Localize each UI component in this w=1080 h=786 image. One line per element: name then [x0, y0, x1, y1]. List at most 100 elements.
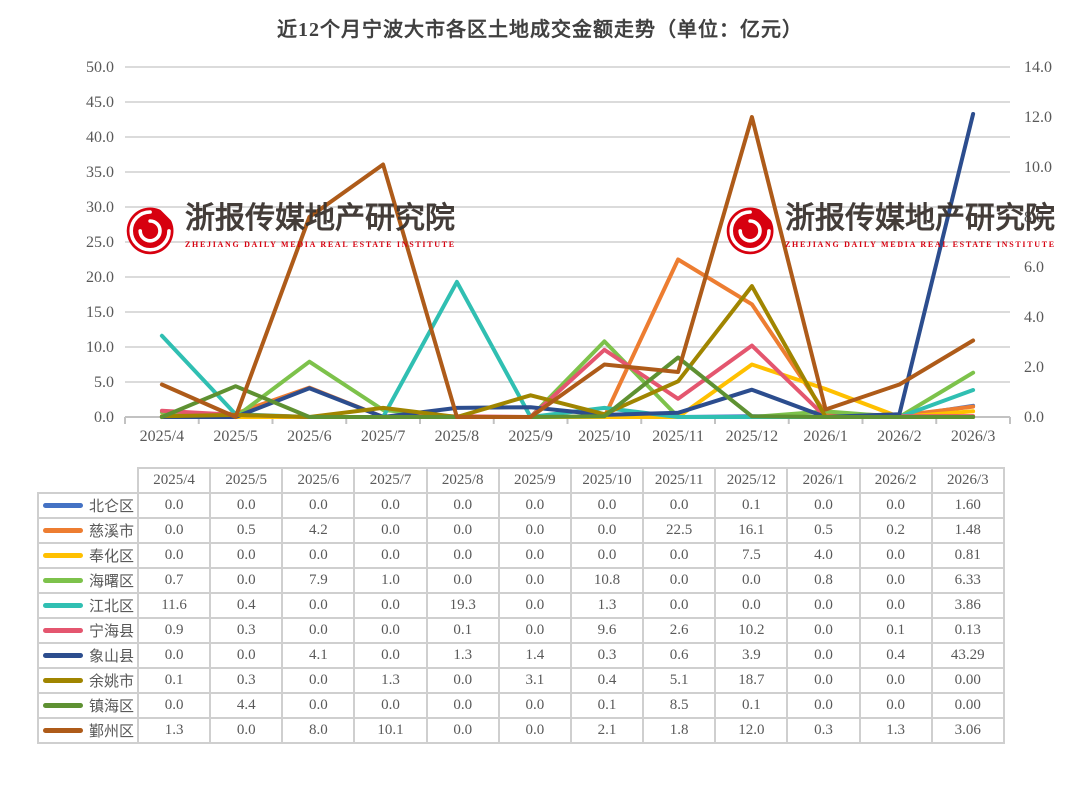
value-cell: 0.0 — [425, 567, 500, 594]
month-column-header: 2025/10 — [569, 467, 645, 494]
region-name: 海曙区 — [89, 574, 135, 590]
x-axis-category-label: 2025/7 — [361, 428, 405, 445]
series-color-swatch-icon — [43, 728, 83, 733]
value-cell: 0.0 — [642, 542, 717, 569]
region-name: 鄞州区 — [89, 724, 135, 740]
value-cell: 0.0 — [353, 517, 428, 544]
right-axis-tick-label: 0.0 — [1024, 409, 1044, 426]
left-axis-tick-label: 15.0 — [86, 304, 114, 321]
value-cell: 0.0 — [425, 542, 500, 569]
value-cell: 1.3 — [136, 717, 212, 744]
region-label-cell: 慈溪市 — [37, 517, 139, 544]
value-cell: 11.6 — [136, 592, 212, 619]
value-cell: 0.0 — [786, 592, 861, 619]
value-cell: 3.86 — [930, 592, 1005, 619]
watermark-cn-text: 浙报传媒地产研究院 — [785, 202, 1055, 235]
month-column-header: 2025/5 — [209, 467, 284, 494]
region-label-cell: 北仑区 — [37, 492, 139, 519]
left-axis-tick-label: 0.0 — [94, 409, 114, 426]
value-cell: 0.0 — [497, 517, 572, 544]
series-line-鄞州区 — [159, 115, 976, 419]
value-cell: 0.0 — [642, 567, 717, 594]
value-cell: 0.0 — [786, 642, 861, 669]
table-row: 鄞州区 1.3 0.0 8.0 10.1 0.0 0.0 2.1 1.8 12.0 0.3 1.3 3.… — [37, 717, 1005, 744]
right-axis-tick-label: 6.0 — [1024, 259, 1044, 276]
left-axis-tick-label: 5.0 — [94, 374, 114, 391]
month-column-header: 2026/3 — [930, 467, 1005, 494]
month-column-header: 2025/11 — [642, 467, 717, 494]
table-row: 奉化区 0.0 0.0 0.0 0.0 0.0 0.0 0.0 0.0 7.5 4.0 0.0 0.81 — [37, 542, 1005, 569]
value-cell: 0.0 — [497, 542, 572, 569]
left-axis-tick-label: 30.0 — [86, 199, 114, 216]
region-name: 镇海区 — [89, 699, 135, 715]
value-cell: 0.0 — [497, 692, 572, 719]
value-cell: 2.1 — [569, 717, 645, 744]
series-color-swatch-icon — [43, 628, 83, 633]
value-cell: 1.48 — [930, 517, 1005, 544]
watermark-text: 浙报传媒地产研究院 ZHEJIANG DAILY MEDIA REAL ESTA… — [785, 203, 1056, 249]
month-column-header: 2026/1 — [786, 467, 861, 494]
value-cell: 0.1 — [136, 667, 212, 694]
table-row: 慈溪市 0.0 0.5 4.2 0.0 0.0 0.0 0.0 22.5 16.1 0.5 0.2 1.… — [37, 517, 1005, 544]
value-cell: 4.0 — [786, 542, 861, 569]
value-cell: 0.0 — [353, 692, 428, 719]
value-cell: 0.2 — [858, 517, 933, 544]
region-label-cell: 宁海县 — [37, 617, 139, 644]
value-cell: 0.0 — [136, 542, 212, 569]
region-label-cell: 象山县 — [37, 642, 139, 669]
series-color-swatch-icon — [43, 653, 83, 658]
value-cell: 0.0 — [714, 567, 789, 594]
table-row: 宁海县 0.9 0.3 0.0 0.0 0.1 0.0 9.6 2.6 10.2 0.0 0.1 0.1… — [37, 617, 1005, 644]
series-color-swatch-icon — [43, 553, 83, 558]
table-row: 海曙区 0.7 0.0 7.9 1.0 0.0 0.0 10.8 0.0 0.0 0.8 0.0 6.3… — [37, 567, 1005, 594]
value-cell: 0.0 — [136, 492, 212, 519]
value-cell: 0.0 — [786, 492, 861, 519]
value-cell: 0.0 — [281, 492, 356, 519]
value-cell: 4.2 — [281, 517, 356, 544]
table-row: 北仑区 0.0 0.0 0.0 0.0 0.0 0.0 0.0 0.0 0.1 0.0 0.0 1.60 — [37, 492, 1005, 519]
right-axis-tick-label: 4.0 — [1024, 309, 1044, 326]
right-axis-tick-label: 8.0 — [1024, 209, 1044, 226]
series-line-象山县 — [159, 112, 976, 419]
value-cell: 1.3 — [569, 592, 645, 619]
value-cell: 18.7 — [714, 667, 789, 694]
value-cell: 0.0 — [209, 567, 284, 594]
value-cell: 0.0 — [209, 717, 284, 744]
x-axis-category-label: 2025/6 — [287, 428, 331, 445]
value-cell: 8.5 — [642, 692, 717, 719]
value-cell: 0.0 — [858, 567, 933, 594]
value-cell: 0.0 — [497, 717, 572, 744]
value-cell: 16.1 — [714, 517, 789, 544]
value-cell: 0.0 — [858, 492, 933, 519]
value-cell: 0.0 — [858, 692, 933, 719]
x-axis-category-label: 2025/4 — [140, 428, 184, 445]
value-cell: 7.5 — [714, 542, 789, 569]
value-cell: 0.0 — [281, 542, 356, 569]
x-axis-category-label: 2025/8 — [435, 428, 479, 445]
value-cell: 1.0 — [353, 567, 428, 594]
table-row: 余姚市 0.1 0.3 0.0 1.3 0.0 3.1 0.4 5.1 18.7 0.0 0.0 0.0… — [37, 667, 1005, 694]
value-cell: 0.1 — [714, 492, 789, 519]
value-cell: 0.8 — [786, 567, 861, 594]
value-cell: 0.3 — [569, 642, 645, 669]
zhebao-media-logo-icon — [126, 207, 176, 255]
value-cell: 0.0 — [353, 592, 428, 619]
region-name: 余姚市 — [89, 674, 135, 690]
value-cell: 4.1 — [281, 642, 356, 669]
month-column-header: 2025/4 — [136, 467, 212, 494]
value-cell: 0.0 — [425, 717, 500, 744]
value-cell: 0.0 — [136, 642, 212, 669]
value-cell: 22.5 — [642, 517, 717, 544]
value-cell: 0.0 — [136, 517, 212, 544]
region-label-cell: 海曙区 — [37, 567, 139, 594]
value-cell: 0.13 — [930, 617, 1005, 644]
value-cell: 0.3 — [786, 717, 861, 744]
value-cell: 1.60 — [930, 492, 1005, 519]
value-cell: 1.3 — [858, 717, 933, 744]
region-label-cell: 镇海区 — [37, 692, 139, 719]
right-axis-tick-label: 12.0 — [1024, 109, 1052, 126]
value-cell: 0.3 — [209, 617, 284, 644]
value-cell: 0.0 — [497, 617, 572, 644]
value-cell: 0.0 — [642, 492, 717, 519]
month-column-header: 2026/2 — [858, 467, 933, 494]
